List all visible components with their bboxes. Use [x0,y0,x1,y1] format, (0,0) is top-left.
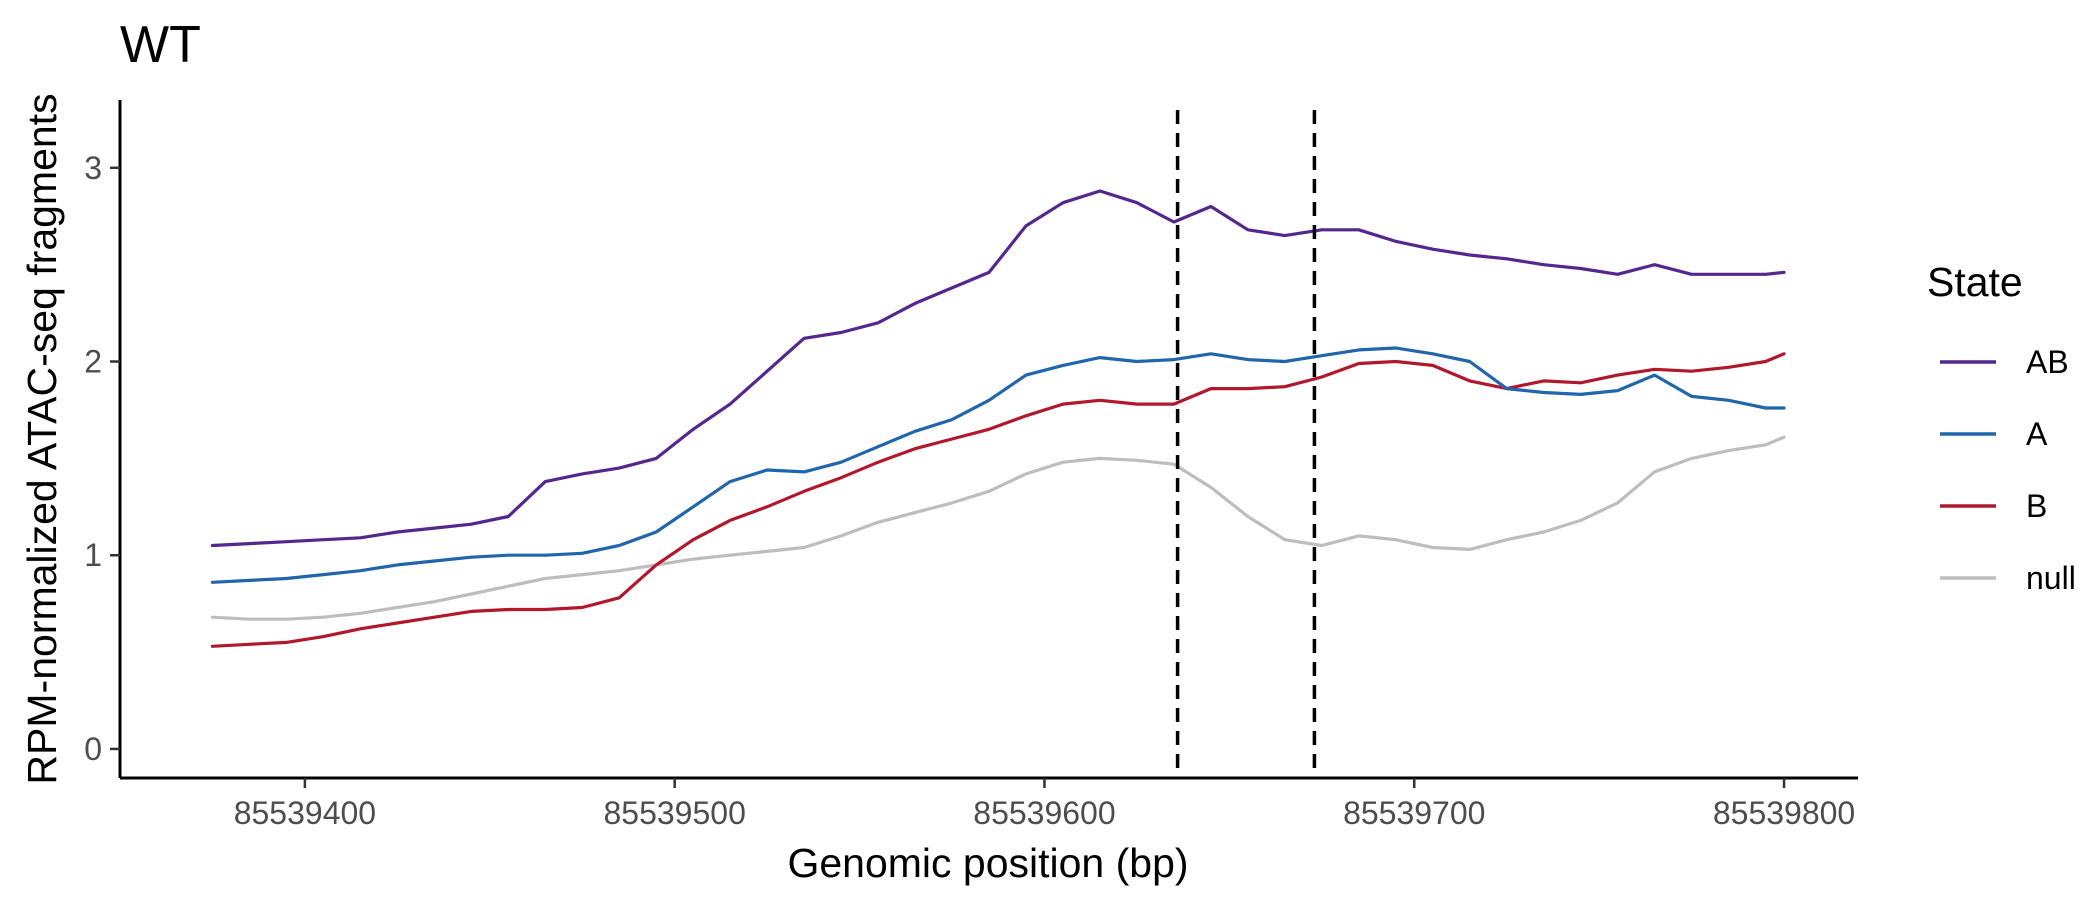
y-axis-title: RPM-normalized ATAC-seq fragments [19,93,65,784]
legend-label-b: B [2026,488,2047,524]
x-tick-label: 85539400 [234,795,376,831]
series-line-a [210,346,1786,584]
series-line-ab [210,189,1786,548]
axes: 0 1 2 3 85539400 85539500 85539600 85539700 8553… [84,100,1858,831]
series-line-b [210,352,1786,648]
x-tick-label: 85539800 [1713,795,1855,831]
y-tick-label: 3 [84,150,102,186]
plot-area [210,110,1786,778]
series-line-null [210,435,1786,621]
x-tick-label: 85539700 [1343,795,1485,831]
legend-label-a: A [2026,416,2048,452]
x-axis-title: Genomic position (bp) [787,840,1188,886]
legend-label-ab: AB [2026,344,2069,380]
y-tick-label: 2 [84,344,102,380]
legend-label-null: null [2026,560,2076,596]
x-tick-label: 85539600 [973,795,1115,831]
y-tick-label: 1 [84,537,102,573]
chart-title: WT [120,16,201,74]
y-tick-label: 0 [84,731,102,767]
legend-title: State [1927,259,2023,305]
x-tick-label: 85539500 [603,795,745,831]
